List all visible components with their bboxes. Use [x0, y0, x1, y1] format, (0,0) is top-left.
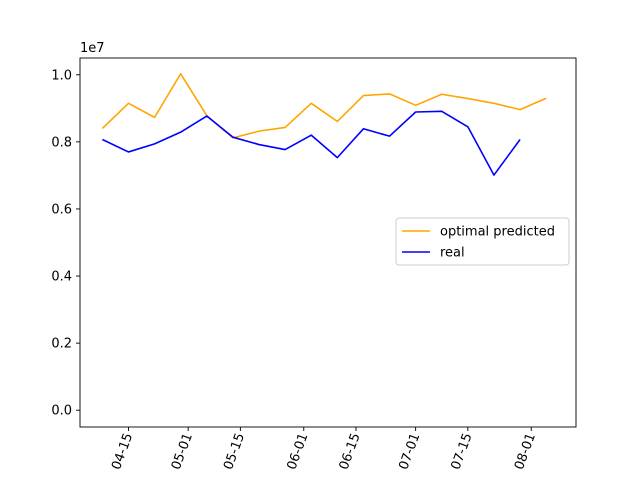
- y-tick-label: 1.0: [51, 68, 72, 83]
- y-tick-label: 0.2: [51, 337, 72, 352]
- y-tick-label: 0.0: [51, 404, 72, 419]
- y-axis-scale-label: 1e7: [80, 41, 105, 56]
- y-tick-label: 0.6: [51, 202, 72, 217]
- series-line-optimal-predicted: [101, 72, 547, 139]
- series-layer: [101, 72, 547, 176]
- y-tick-label: 0.4: [51, 270, 72, 285]
- legend-label-real: real: [440, 246, 465, 261]
- legend-box: [395, 217, 570, 266]
- axes-frame: [79, 57, 577, 428]
- legend-label-optimal-predicted: optimal predicted: [440, 225, 555, 240]
- legend: optimal predicted real: [395, 217, 570, 266]
- y-tick-label: 0.8: [51, 135, 72, 150]
- series-line-real: [102, 110, 521, 176]
